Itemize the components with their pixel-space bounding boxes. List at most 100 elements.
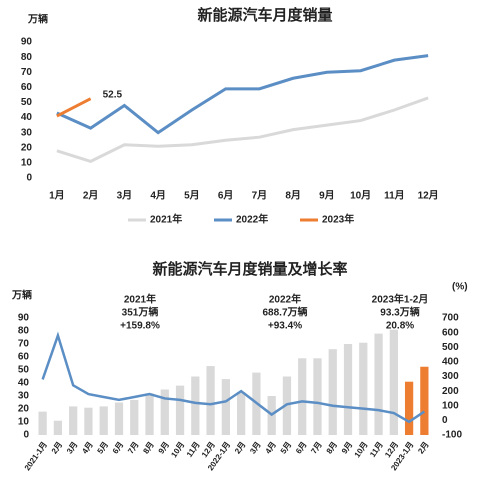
bar	[343, 344, 353, 435]
y-tick-label: 50	[21, 97, 33, 108]
bar	[53, 420, 63, 435]
x-tick-label: 2月	[83, 190, 99, 202]
y-tick-label: 400	[442, 357, 459, 368]
x-tick-label: 3月	[117, 190, 133, 202]
bar	[69, 406, 78, 435]
y-tick-label: 70	[18, 339, 30, 350]
x-tick-label: 2月	[233, 440, 248, 455]
bar	[328, 349, 337, 435]
x-tick-label: 11月	[185, 440, 202, 459]
x-tick-label: 3月	[248, 440, 263, 455]
y-tick-label: 200	[442, 386, 459, 397]
annotation: 2022年	[269, 293, 301, 306]
chart-title: 新能源汽车月度销量及增长率	[152, 260, 347, 278]
y-tick-label: 50	[18, 365, 30, 376]
legend-label: 2021年	[150, 213, 182, 226]
x-tick-label: 12月	[418, 190, 439, 202]
x-tick-label: 9月	[319, 190, 335, 202]
bar	[191, 376, 200, 435]
bar	[206, 366, 215, 435]
x-tick-label: 8月	[325, 440, 340, 455]
x-tick-label: 7月	[309, 440, 324, 455]
y-tick-label: 30	[18, 391, 30, 402]
growth-line	[41, 331, 426, 424]
y-tick-label: 70	[21, 67, 33, 78]
y-tick-label: 80	[21, 52, 33, 63]
y-tick-label: 30	[21, 127, 33, 138]
x-tick-label: 1月	[49, 190, 65, 202]
x-tick-label: 10月	[169, 440, 186, 459]
x-tick-label: 10月	[353, 440, 370, 459]
bar	[298, 358, 307, 435]
data-label: 52.5	[103, 89, 123, 100]
bar	[221, 379, 230, 435]
x-tick-label: 4月	[150, 190, 166, 202]
bar	[160, 389, 169, 435]
line	[56, 54, 429, 135]
bar	[389, 329, 398, 435]
x-tick-label: 4月	[264, 440, 279, 455]
y-tick-label: 600	[442, 327, 459, 338]
x-tick-label: 5月	[96, 440, 111, 455]
annotation: 351万辆	[122, 306, 159, 319]
y-tick-label: 40	[21, 112, 33, 123]
y-tick-label: 40	[18, 378, 30, 389]
y-axis-label: 万辆	[27, 13, 48, 26]
y2-axis-label: (%)	[452, 282, 468, 293]
x-tick-label: 8月	[141, 440, 156, 455]
annotation: 2021年	[124, 293, 156, 306]
y-tick-label: -100	[442, 430, 462, 441]
bar	[145, 393, 154, 435]
bar	[99, 406, 108, 435]
x-tick-label: 10月	[350, 190, 371, 202]
bar	[114, 402, 124, 435]
annotation: +159.8%	[120, 321, 160, 332]
y-tick-label: 90	[21, 37, 33, 48]
y-tick-label: 0	[442, 415, 448, 426]
annotation: 93.3万辆	[380, 306, 419, 319]
x-tick-label: 11月	[368, 440, 385, 459]
x-tick-label: 11月	[384, 190, 405, 202]
x-tick-label: 6月	[218, 190, 234, 202]
x-tick-label: 2021-1月	[23, 440, 49, 472]
y-tick-label: 60	[18, 352, 30, 363]
y-tick-label: 0	[23, 430, 29, 441]
y-tick-label: 10	[21, 158, 33, 169]
line	[56, 97, 92, 118]
annotation: +93.4%	[268, 321, 302, 332]
line	[56, 96, 429, 163]
x-tick-label: 4月	[80, 440, 95, 455]
y-tick-label: 60	[21, 82, 33, 93]
y-tick-label: 0	[26, 173, 32, 184]
legend-label: 2023年	[322, 213, 354, 226]
bar	[175, 385, 185, 435]
x-tick-label: 2月	[416, 440, 431, 455]
bar	[84, 407, 93, 435]
annotation: 2023年1-2月	[372, 293, 429, 306]
x-tick-label: 7月	[126, 440, 141, 455]
chart-title: 新能源汽车月度销量	[197, 6, 332, 24]
annotation: 20.8%	[386, 321, 414, 332]
legend-label: 2022年	[236, 213, 268, 226]
x-tick-label: 5月	[184, 190, 200, 202]
x-tick-label: 8月	[285, 190, 301, 202]
y-tick-label: 300	[442, 371, 459, 382]
bar	[359, 342, 368, 435]
y-tick-label: 10	[18, 417, 30, 428]
bar	[313, 358, 322, 435]
y-tick-label: 90	[18, 313, 30, 324]
y-tick-label: 20	[18, 404, 30, 415]
bar	[374, 333, 383, 435]
y-tick-label: 80	[18, 326, 30, 337]
bar	[38, 411, 47, 435]
bar	[420, 366, 429, 435]
y-axis-label: 万辆	[11, 289, 32, 302]
bar	[237, 392, 246, 435]
x-tick-label: 6月	[111, 440, 126, 455]
x-tick-label: 3月	[65, 440, 80, 455]
bar	[130, 399, 139, 435]
x-tick-label: 2月	[50, 440, 65, 455]
x-tick-label: 5月	[279, 440, 294, 455]
y-tick-label: 500	[442, 342, 459, 353]
